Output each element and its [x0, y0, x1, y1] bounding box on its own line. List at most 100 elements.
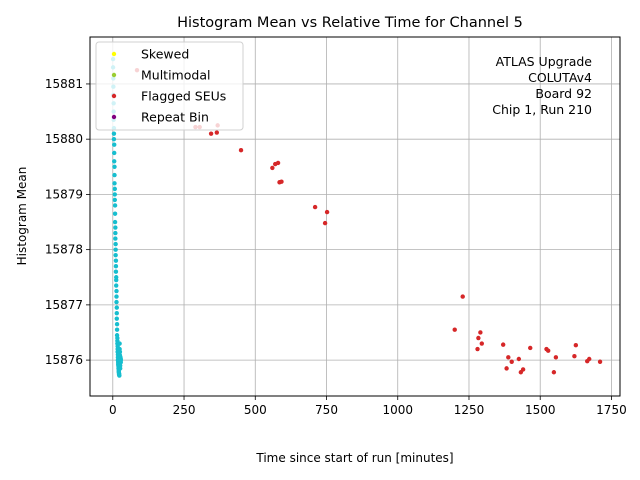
flagged-seus-point: [275, 160, 281, 166]
legend-label: Skewed: [141, 47, 189, 62]
normal-point: [114, 305, 119, 310]
flagged-seus-point: [597, 359, 603, 364]
flagged-seus-point: [312, 204, 318, 210]
flagged-seus-point: [504, 366, 509, 371]
flagged-seus-point: [573, 342, 579, 348]
normal-point: [112, 211, 118, 216]
annotation-line-2: COLUTAv4: [528, 70, 592, 85]
x-tick-label: 500: [244, 403, 267, 417]
normal-point: [112, 164, 117, 169]
x-tick-label: 250: [173, 403, 196, 417]
legend-marker: [111, 51, 117, 57]
normal-point: [112, 197, 117, 203]
plot-frame: [89, 36, 621, 397]
legend-marker: [111, 72, 117, 78]
flagged-seus-point: [214, 130, 220, 135]
normal-point: [112, 172, 117, 178]
flagged-seus-point: [587, 356, 592, 362]
run-annotation: ATLAS Upgrade COLUTAv4 Board 92 Chip 1, …: [492, 54, 592, 117]
legend: Skewed Multimodal Flagged SEUs Repeat Bin: [95, 41, 244, 131]
flagged-seus-point: [553, 355, 559, 360]
normal-point: [117, 349, 123, 355]
flagged-seus-point: [572, 354, 577, 359]
flagged-seus-point: [500, 342, 506, 347]
normal-point: [114, 283, 119, 288]
normal-point: [112, 159, 117, 164]
x-tick-label: 750: [315, 403, 338, 417]
x-tick-label: 1250: [454, 403, 485, 417]
normal-point: [111, 136, 117, 142]
y-tick-label: 15879: [45, 187, 83, 201]
flagged-seus-point: [238, 148, 244, 153]
y-tick-label: 15877: [45, 298, 83, 312]
y-tick-label: 15881: [45, 77, 83, 91]
normal-point: [114, 322, 120, 327]
chart-title: Histogram Mean vs Relative Time for Chan…: [177, 15, 523, 31]
normal-point: [113, 252, 118, 258]
normal-point: [114, 277, 119, 283]
annotation-line-4: Chip 1, Run 210: [492, 102, 592, 117]
flagged-seus-point: [516, 356, 522, 362]
normal-point: [113, 241, 118, 247]
normal-point: [112, 181, 117, 186]
normal-point: [112, 219, 118, 225]
flagged-seus-point: [551, 370, 557, 375]
flagged-seus-point: [475, 346, 480, 352]
normal-point: [118, 357, 123, 363]
legend-box: [95, 41, 244, 131]
normal-point: [112, 203, 118, 208]
normal-point: [114, 294, 119, 299]
x-axis-ticks: 0 250 500 750 1000 1250 1500 1750: [109, 396, 627, 417]
normal-point: [113, 247, 118, 252]
normal-point: [112, 142, 117, 147]
flagged-seus-point: [506, 355, 511, 360]
flagged-seus-point: [476, 335, 481, 341]
flagged-seus-point: [279, 179, 284, 184]
normal-point: [111, 131, 117, 136]
normal-point: [112, 150, 117, 156]
normal-point: [113, 236, 118, 241]
x-tick-label: 1000: [382, 403, 413, 417]
normal-point: [114, 327, 120, 332]
normal-point: [112, 186, 117, 192]
normal-point: [113, 264, 119, 269]
normal-point: [113, 230, 118, 236]
flagged-seus-point: [270, 165, 275, 171]
flagged-seus-point: [460, 294, 465, 299]
legend-marker: [111, 114, 117, 120]
x-axis-label: Time since start of run [minutes]: [255, 451, 453, 465]
normal-point: [113, 225, 118, 230]
flagged-seus-point: [528, 345, 533, 351]
flagged-seus-point: [208, 131, 214, 136]
flagged-seus-point: [452, 327, 457, 332]
flagged-seus-point: [478, 330, 483, 335]
y-axis-label: Histogram Mean: [15, 167, 29, 266]
y-tick-label: 15880: [45, 132, 83, 146]
x-tick-label: 1500: [525, 403, 556, 417]
gridlines: [90, 37, 620, 396]
normal-point: [118, 366, 123, 371]
annotation-line-3: Board 92: [535, 86, 592, 101]
flagged-seus-point: [509, 359, 514, 364]
normal-point: [112, 192, 117, 197]
flagged-seus-point: [322, 220, 328, 226]
normal-point: [114, 310, 119, 316]
normal-point: [117, 341, 122, 346]
y-axis-ticks: 15876 15877 15878 15879 15880 15881: [45, 77, 90, 367]
normal-point: [113, 269, 119, 274]
x-tick-label: 1750: [596, 403, 627, 417]
normal-point: [114, 299, 119, 305]
legend-label: Repeat Bin: [141, 110, 209, 125]
y-tick-label: 15878: [45, 243, 83, 257]
flagged-seus-point: [479, 341, 485, 346]
flagged-seus-point: [324, 209, 330, 215]
legend-label: Flagged SEUs: [141, 89, 226, 104]
normal-point: [113, 258, 119, 263]
annotation-line-1: ATLAS Upgrade: [496, 54, 593, 69]
legend-label: Multimodal: [141, 68, 210, 83]
flagged-seus-point: [520, 367, 526, 372]
x-tick-label: 0: [109, 403, 117, 417]
flagged-seus-point: [545, 348, 551, 353]
normal-point: [114, 316, 119, 321]
